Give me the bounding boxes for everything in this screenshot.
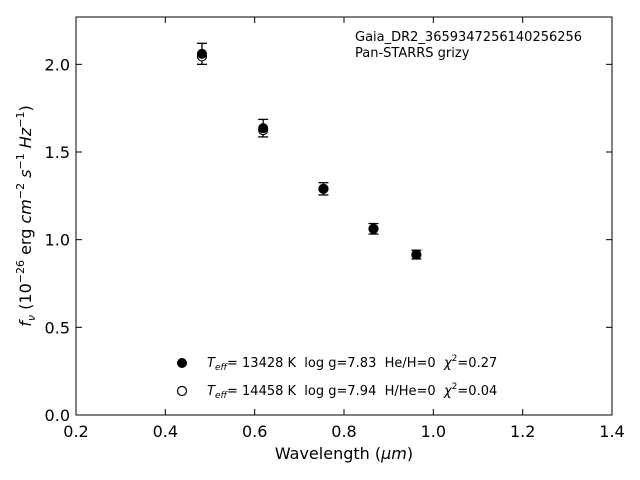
x-tick-label: 0.4 [153,422,178,441]
y-tick-label: 1.5 [45,143,70,162]
y-tick-label: 0.0 [45,406,70,425]
error-bars [196,42,422,260]
x-tick-label: 1.0 [421,422,446,441]
x-tick-label: 0.6 [242,422,267,441]
annotation-object-id: Gaia_DR2_3659347256140256256 [355,30,582,45]
y-tick-label: 1.0 [45,231,70,250]
x-tick-label: 1.2 [510,422,535,441]
x-axis-title: Wavelength (μm) [275,444,413,463]
x-tick-label: 0.8 [331,422,356,441]
legend-entry-2: Teff= 14458 K log g=7.94 H/He=0 χ2=0.04 [207,382,497,401]
observed-point [411,249,422,260]
legend: Teff= 13428 K log g=7.83 He/H=0 χ2=0.27 … [176,354,497,401]
observed-point [258,123,269,134]
y-tick-label: 2.0 [45,55,70,74]
y-axis-ticks: 0.0 0.5 1.0 1.5 2.0 [45,55,612,425]
x-tick-label: 1.4 [599,422,624,441]
observed-point [368,223,379,234]
legend-entry-1: Teff= 13428 K log g=7.83 He/H=0 χ2=0.27 [207,354,497,373]
legend-marker-filled [177,358,187,368]
legend-marker-open [176,385,188,397]
observed-point [318,183,329,194]
observed-point [196,48,207,59]
annotation-photometry: Pan-STARRS grizy [355,46,470,61]
x-axis-ticks: 0.2 0.4 0.6 0.8 1.0 1.2 1.4 [63,17,625,441]
x-tick-label: 0.2 [63,422,88,441]
y-tick-label: 0.5 [45,318,70,337]
y-axis-title: fν (10−26 erg cm−2 s−1 Hz−1) [14,105,38,326]
data-points [196,48,422,260]
